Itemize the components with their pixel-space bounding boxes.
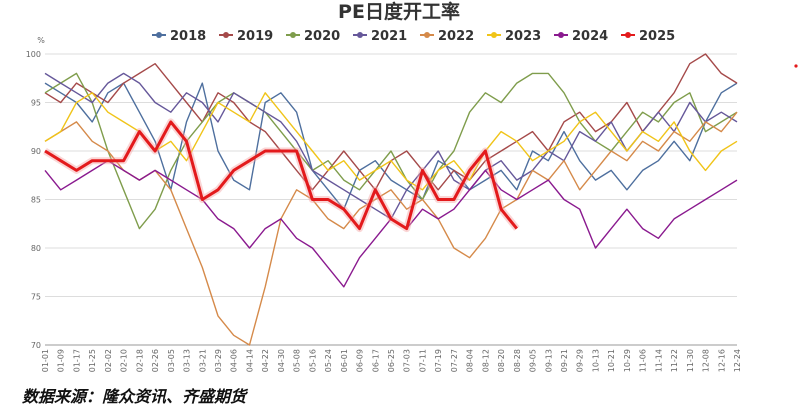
series-2020	[44, 72, 738, 230]
x-tick-label: 07-27	[450, 349, 459, 372]
series-line-2018	[44, 82, 738, 210]
x-tick-label: 11-22	[670, 349, 679, 372]
legend-swatch-dot	[491, 32, 497, 38]
y-tick-label: 90	[31, 147, 41, 156]
series-line-2022	[44, 111, 738, 346]
series-2025-glow	[43, 118, 520, 233]
series-line-2019	[44, 53, 738, 191]
x-tick-label: 11-30	[686, 349, 695, 372]
legend-swatch-dot	[625, 32, 631, 38]
x-tick-label: 02-10	[120, 349, 129, 372]
chart-title: PE日度开工率	[338, 0, 460, 23]
legend-swatch-dot	[424, 32, 430, 38]
legend-label: 2022	[438, 29, 474, 44]
x-tick-label: 08-12	[481, 349, 490, 372]
legend-swatch-dot	[223, 32, 229, 38]
legend-swatch-dot	[558, 32, 564, 38]
x-tick-label: 10-29	[623, 349, 632, 372]
x-tick-label: 08-28	[513, 349, 522, 372]
series-2025	[43, 118, 520, 233]
x-tick-label: 06-17	[371, 349, 380, 372]
x-tick-label: 05-08	[293, 349, 302, 372]
x-tick-label: 02-26	[151, 349, 160, 372]
y-axis-unit: %	[37, 36, 45, 45]
legend-label: 2021	[371, 29, 407, 44]
y-tick-label: 100	[26, 50, 41, 59]
series-2019	[44, 53, 738, 191]
x-tick-label: 11-14	[654, 349, 663, 372]
y-tick-label: 80	[31, 244, 41, 253]
series-line-2020	[44, 72, 738, 230]
x-tick-label: 03-29	[214, 349, 223, 372]
x-tick-label: 05-24	[324, 349, 333, 372]
x-tick-label: 09-29	[576, 349, 585, 372]
series-2018	[44, 82, 738, 210]
x-tick-label: 09-05	[529, 349, 538, 372]
legend-label: 2025	[639, 29, 675, 44]
legend-item-2020: 2020	[286, 29, 340, 44]
x-tick-label: 09-13	[544, 349, 553, 372]
data-source-note: 数据来源：隆众资讯、齐盛期货	[22, 387, 249, 406]
x-tick-label: 04-14	[245, 349, 254, 372]
x-tick-label: 03-21	[198, 349, 207, 372]
x-tick-label: 10-13	[591, 349, 600, 372]
x-tick-label: 05-16	[308, 349, 317, 372]
x-tick-label: 01-09	[57, 349, 66, 372]
x-tick-label: 02-02	[104, 349, 113, 372]
y-axis-ticks: 70 75 80 85 90 95 100	[26, 50, 41, 350]
series-line-2023	[44, 92, 738, 191]
x-tick-label: 08-04	[466, 349, 475, 372]
y-tick-label: 95	[31, 99, 41, 108]
x-tick-label: 06-25	[387, 349, 396, 372]
x-tick-label: 12-16	[717, 349, 726, 372]
legend-label: 2019	[237, 29, 273, 44]
x-tick-label: 07-19	[434, 349, 443, 372]
x-tick-label: 04-22	[261, 349, 270, 372]
x-tick-label: 07-03	[403, 349, 412, 372]
legend-swatch-dot	[357, 32, 363, 38]
x-tick-label: 03-13	[183, 349, 192, 372]
x-tick-label: 06-09	[356, 349, 365, 372]
legend-item-2023: 2023	[487, 29, 541, 44]
y-tick-label: 70	[31, 341, 41, 350]
x-tick-label: 12-24	[733, 349, 742, 372]
series-2022	[44, 111, 738, 346]
x-tick-label: 01-01	[41, 349, 50, 372]
x-tick-label: 02-18	[135, 349, 144, 372]
legend-swatch-dot	[156, 32, 162, 38]
legend-label: 2023	[505, 29, 541, 44]
x-tick-label: 07-11	[418, 349, 427, 372]
x-tick-label: 03-05	[167, 349, 176, 372]
x-tick-label: 11-06	[639, 349, 648, 372]
series-2023	[44, 92, 738, 191]
legend-item-2019: 2019	[219, 29, 273, 44]
series-lines	[43, 53, 738, 346]
series-line-2025	[44, 120, 518, 231]
y-tick-label: 75	[31, 293, 41, 302]
x-tick-label: 10-21	[607, 349, 616, 372]
x-tick-label: 12-08	[702, 349, 711, 372]
x-tick-label: 01-25	[88, 349, 97, 372]
y-tick-label: 85	[31, 196, 41, 205]
gridlines	[45, 53, 737, 346]
x-axis-ticks: 01-01 01-09 01-17 01-25 02-02 02-10 02-18 02-26…	[41, 349, 742, 372]
legend-item-2022: 2022	[420, 29, 474, 44]
x-tick-label: 04-30	[277, 349, 286, 372]
legend-item-2018: 2018	[152, 29, 206, 44]
legend-label: 2018	[170, 29, 206, 44]
x-tick-label: 01-17	[72, 349, 81, 372]
legend-item-2021: 2021	[353, 29, 407, 44]
legend-item-2025: 2025	[621, 29, 675, 44]
legend-item-2024: 2024	[554, 29, 608, 44]
legend-label: 2024	[572, 29, 608, 44]
legend-label: 2020	[304, 29, 340, 44]
x-tick-label: 08-20	[497, 349, 506, 372]
edge-marker	[794, 64, 798, 68]
legend: 2018 2019 2020 2021 2022 2023 2024 2025	[152, 29, 675, 44]
x-tick-label: 04-06	[230, 349, 239, 372]
legend-swatch-dot	[290, 32, 296, 38]
x-tick-label: 09-21	[560, 349, 569, 372]
x-tick-label: 06-01	[340, 349, 349, 372]
